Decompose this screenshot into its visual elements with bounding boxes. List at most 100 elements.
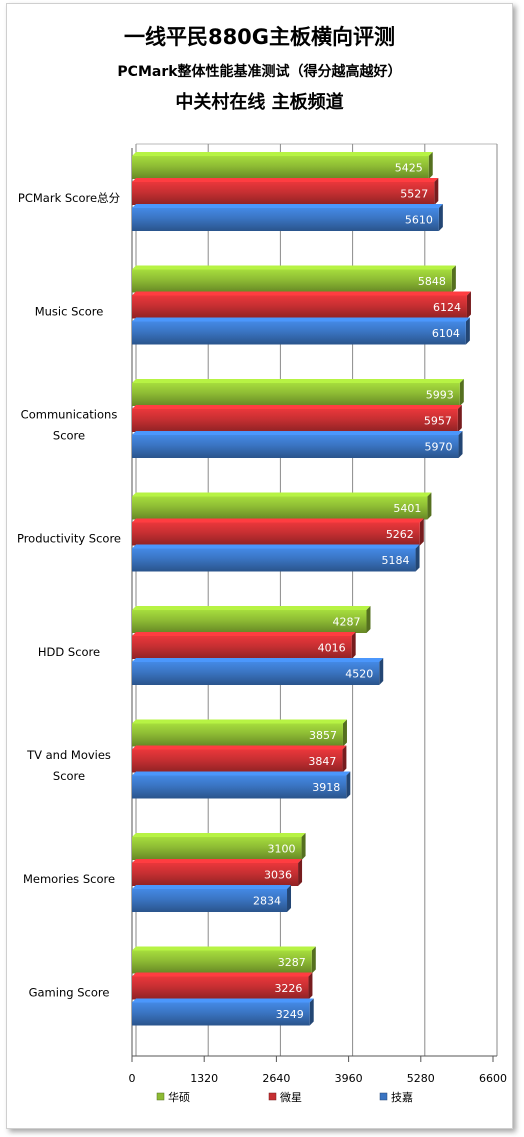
bar-side-face	[308, 972, 313, 1000]
legend-swatch	[379, 1092, 388, 1101]
category-label: Music Score	[35, 304, 104, 318]
bar-top-face	[132, 632, 356, 636]
bar-chart: 0 1320 2640 3960 5280 6600 5425 5527 5610 PCMark …	[17, 143, 507, 1104]
chart-source-title: 中关村在线 主板频道	[175, 92, 344, 113]
bar-side-face	[419, 518, 424, 546]
bar-value-label: 5527	[400, 188, 428, 201]
bar-side-face	[287, 885, 292, 912]
bar	[132, 182, 435, 205]
bar	[132, 269, 452, 293]
bar-side-face	[351, 632, 356, 659]
bar-top-face	[132, 291, 471, 296]
x-tick-label: 0	[129, 1072, 136, 1085]
bar-value-label: 4520	[345, 668, 373, 681]
bar-top-face	[132, 492, 432, 497]
bar-value-label: 3857	[309, 729, 337, 742]
bar-top-face	[132, 379, 464, 383]
chart-title: 一线平民880G主板横向评测	[123, 25, 396, 49]
bar-top-face	[132, 317, 470, 322]
bar-side-face	[427, 492, 432, 520]
bar	[132, 749, 343, 773]
category-label: Productivity Score	[17, 531, 121, 545]
bar	[132, 435, 459, 458]
bar-side-face	[309, 998, 314, 1026]
bar	[132, 662, 380, 685]
bar-side-face	[311, 946, 316, 974]
bar-top-face	[132, 431, 463, 435]
bar-value-label: 3918	[312, 781, 340, 794]
bar-top-face	[132, 946, 316, 951]
bar-side-face	[298, 859, 303, 886]
bar	[132, 889, 288, 912]
bar	[132, 723, 343, 747]
category-label: Score	[53, 769, 85, 783]
legend-label: 微星	[280, 1090, 302, 1104]
x-tick-label: 5280	[407, 1072, 435, 1085]
bar-value-label: 5848	[418, 275, 446, 288]
bar-value-label: 5610	[405, 214, 433, 227]
bar-value-label: 5970	[425, 441, 453, 454]
bar-top-face	[132, 885, 292, 889]
category-label: PCMark Score总分	[18, 191, 121, 205]
bar-value-label: 3249	[276, 1008, 304, 1021]
bar-side-face	[342, 745, 347, 773]
x-tick-label: 3960	[335, 1072, 363, 1085]
bar-top-face	[132, 658, 384, 662]
bar	[132, 610, 367, 633]
bar-value-label: 3100	[268, 843, 296, 856]
bar-side-face	[366, 606, 371, 633]
bar-value-label: 3036	[264, 869, 292, 882]
bar-side-face	[465, 317, 470, 345]
bar-value-label: 6124	[433, 301, 461, 314]
bar-top-face	[132, 178, 439, 182]
bar	[132, 409, 458, 432]
bar-side-face	[342, 719, 347, 747]
bar-side-face	[415, 544, 420, 572]
bar	[132, 522, 420, 546]
bar-value-label: 6104	[432, 327, 460, 340]
bar-value-label: 3847	[308, 755, 336, 768]
category-label: TV and Movies	[26, 748, 111, 762]
bar-top-face	[132, 859, 303, 863]
bar-value-label: 4016	[318, 642, 346, 655]
bar	[132, 837, 302, 860]
bar-top-face	[132, 518, 424, 523]
bar-value-label: 4287	[332, 616, 360, 629]
bar-top-face	[132, 152, 433, 156]
bar-side-face	[459, 379, 464, 406]
bar	[132, 775, 347, 799]
legend-swatch	[156, 1092, 165, 1101]
bar	[132, 950, 312, 974]
bar-top-face	[132, 405, 462, 409]
bar-top-face	[132, 719, 347, 724]
chart-subtitle: PCMark整体性能基准测试（得分越高越好）	[117, 64, 402, 80]
bar-side-face	[434, 178, 439, 205]
category-label: Score	[53, 428, 85, 442]
legend-label: 技嘉	[391, 1090, 413, 1104]
bar	[132, 321, 466, 345]
bar-top-face	[132, 998, 314, 1003]
bar	[132, 295, 467, 319]
bar	[132, 496, 428, 520]
bar-side-face	[379, 658, 384, 685]
bar-value-label: 5262	[386, 528, 414, 541]
bar-value-label: 3226	[274, 982, 302, 995]
bar-side-face	[466, 291, 471, 319]
bar-side-face	[451, 265, 456, 293]
bar	[132, 548, 416, 572]
bar-side-face	[346, 771, 351, 799]
bar-side-face	[457, 405, 462, 432]
bar-value-label: 5957	[424, 415, 452, 428]
bar-top-face	[132, 972, 313, 977]
bar-value-label: 3287	[278, 956, 306, 969]
bar	[132, 636, 352, 659]
bar-side-face	[438, 204, 443, 231]
category-label: Memories Score	[23, 872, 115, 886]
bar	[132, 208, 439, 231]
bar	[132, 1002, 310, 1026]
legend-label: 华硕	[168, 1090, 190, 1104]
bar-top-face	[132, 745, 347, 750]
bar-value-label: 5993	[426, 389, 454, 402]
legend-swatch	[268, 1092, 277, 1101]
category-label: Communications	[21, 407, 118, 421]
